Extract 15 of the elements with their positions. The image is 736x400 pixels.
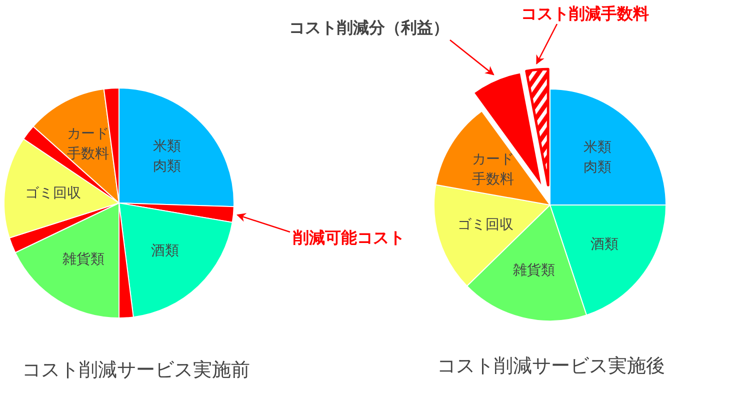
slice-label: 雑貨類 xyxy=(62,251,104,268)
slice-label: カード手数料 xyxy=(66,126,109,162)
slice-label: 米類肉類 xyxy=(152,138,181,175)
slice-label: ゴミ回収 xyxy=(458,216,514,233)
slice-label: 酒類 xyxy=(151,243,180,260)
slice-label: ゴミ回収 xyxy=(24,186,81,202)
text: コスト削減サービス実施後 xyxy=(437,355,665,377)
slice-label: カード手数料 xyxy=(472,151,514,188)
text: コスト削減手数料 xyxy=(521,4,649,23)
text: コスト削減分（利益） xyxy=(289,18,449,37)
text: 削減可能コスト xyxy=(292,228,405,247)
text: コスト削減サービス実施前 xyxy=(22,359,250,381)
slice-label: 米類肉類 xyxy=(584,139,612,176)
slice-label: 雑貨類 xyxy=(513,262,556,278)
slice-label: 酒類 xyxy=(590,236,619,252)
